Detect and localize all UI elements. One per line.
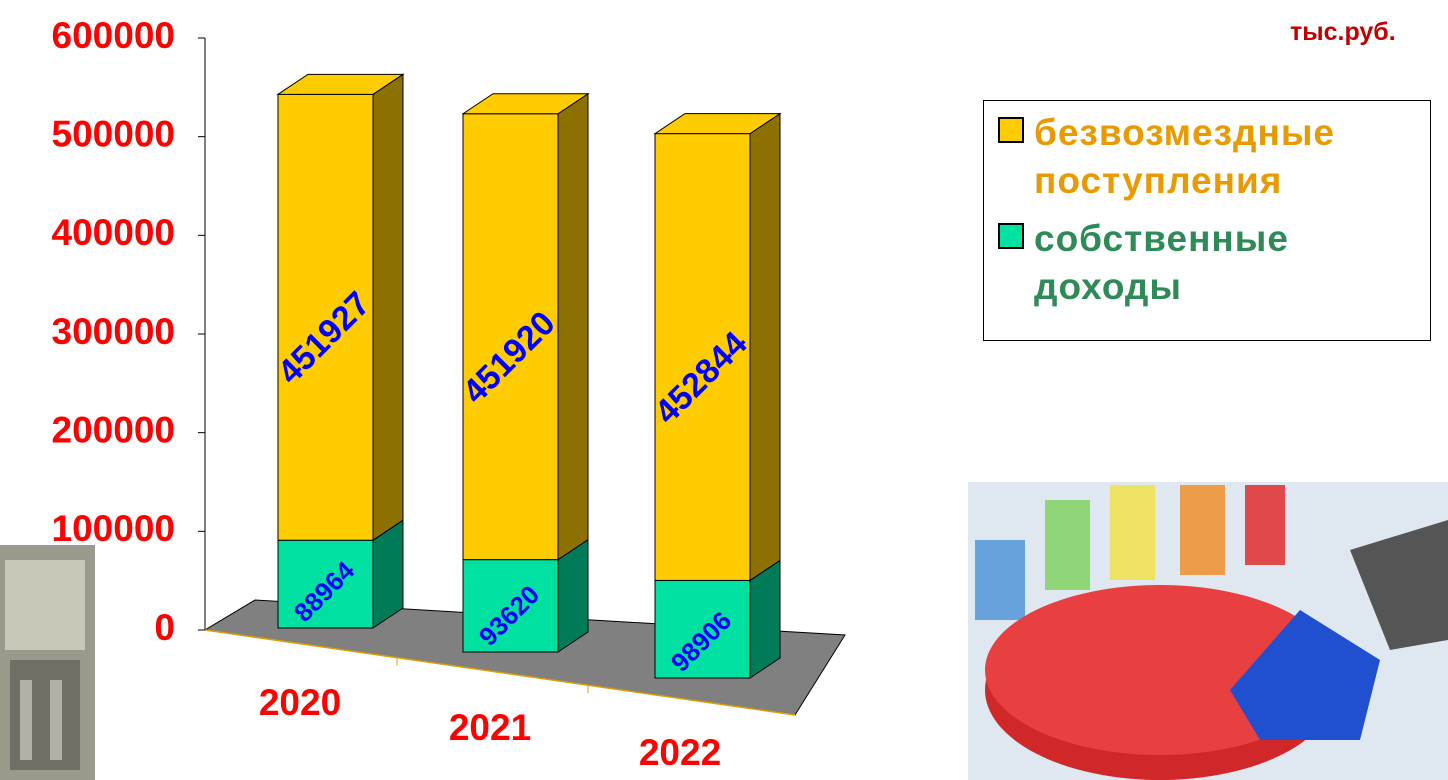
bar-segment <box>654 559 781 679</box>
y-tick-label: 500000 <box>52 113 175 154</box>
bar-side <box>557 92 589 561</box>
legend-item: собственные доходы <box>994 215 1420 311</box>
bar-side <box>749 559 781 679</box>
bar-front <box>277 539 374 629</box>
bar-front <box>462 113 559 561</box>
y-tick-label: 200000 <box>52 409 175 450</box>
legend: безвозмездные поступления собственные дох… <box>983 100 1431 341</box>
legend-swatch <box>998 223 1024 249</box>
bar-segment <box>653 112 782 582</box>
bar-top <box>461 93 590 115</box>
legend-swatch <box>998 117 1024 143</box>
y-tick-label: 300000 <box>52 311 175 352</box>
bar-top <box>276 73 405 95</box>
bar-segment <box>461 92 590 561</box>
x-tick-label: 2022 <box>639 732 721 773</box>
picture-right <box>968 482 1448 780</box>
y-tick-label: 100000 <box>52 508 175 549</box>
y-tick-label: 600000 <box>52 15 175 56</box>
legend-label: собственные доходы <box>1034 218 1289 307</box>
bar-front <box>654 133 751 581</box>
bar-front <box>654 579 751 679</box>
legend-item: безвозмездные поступления <box>994 109 1420 205</box>
x-axis <box>204 629 796 716</box>
bar-segment <box>276 73 405 542</box>
bar-segment <box>462 538 589 653</box>
x-tick-label: 2021 <box>449 707 531 748</box>
bar-front <box>277 93 374 541</box>
bar-segment <box>277 519 404 629</box>
y-tick-label: 0 <box>154 607 175 648</box>
bar-side <box>749 112 781 582</box>
legend-label: безвозмездные поступления <box>1034 112 1336 201</box>
bar-side <box>372 73 404 542</box>
y-tick-label: 400000 <box>52 212 175 253</box>
x-tick-label: 2020 <box>259 682 341 723</box>
unit-label: тыс.руб. <box>1290 18 1396 46</box>
bar-front <box>462 559 559 653</box>
photo-left <box>0 545 95 780</box>
bar-top <box>653 113 782 135</box>
